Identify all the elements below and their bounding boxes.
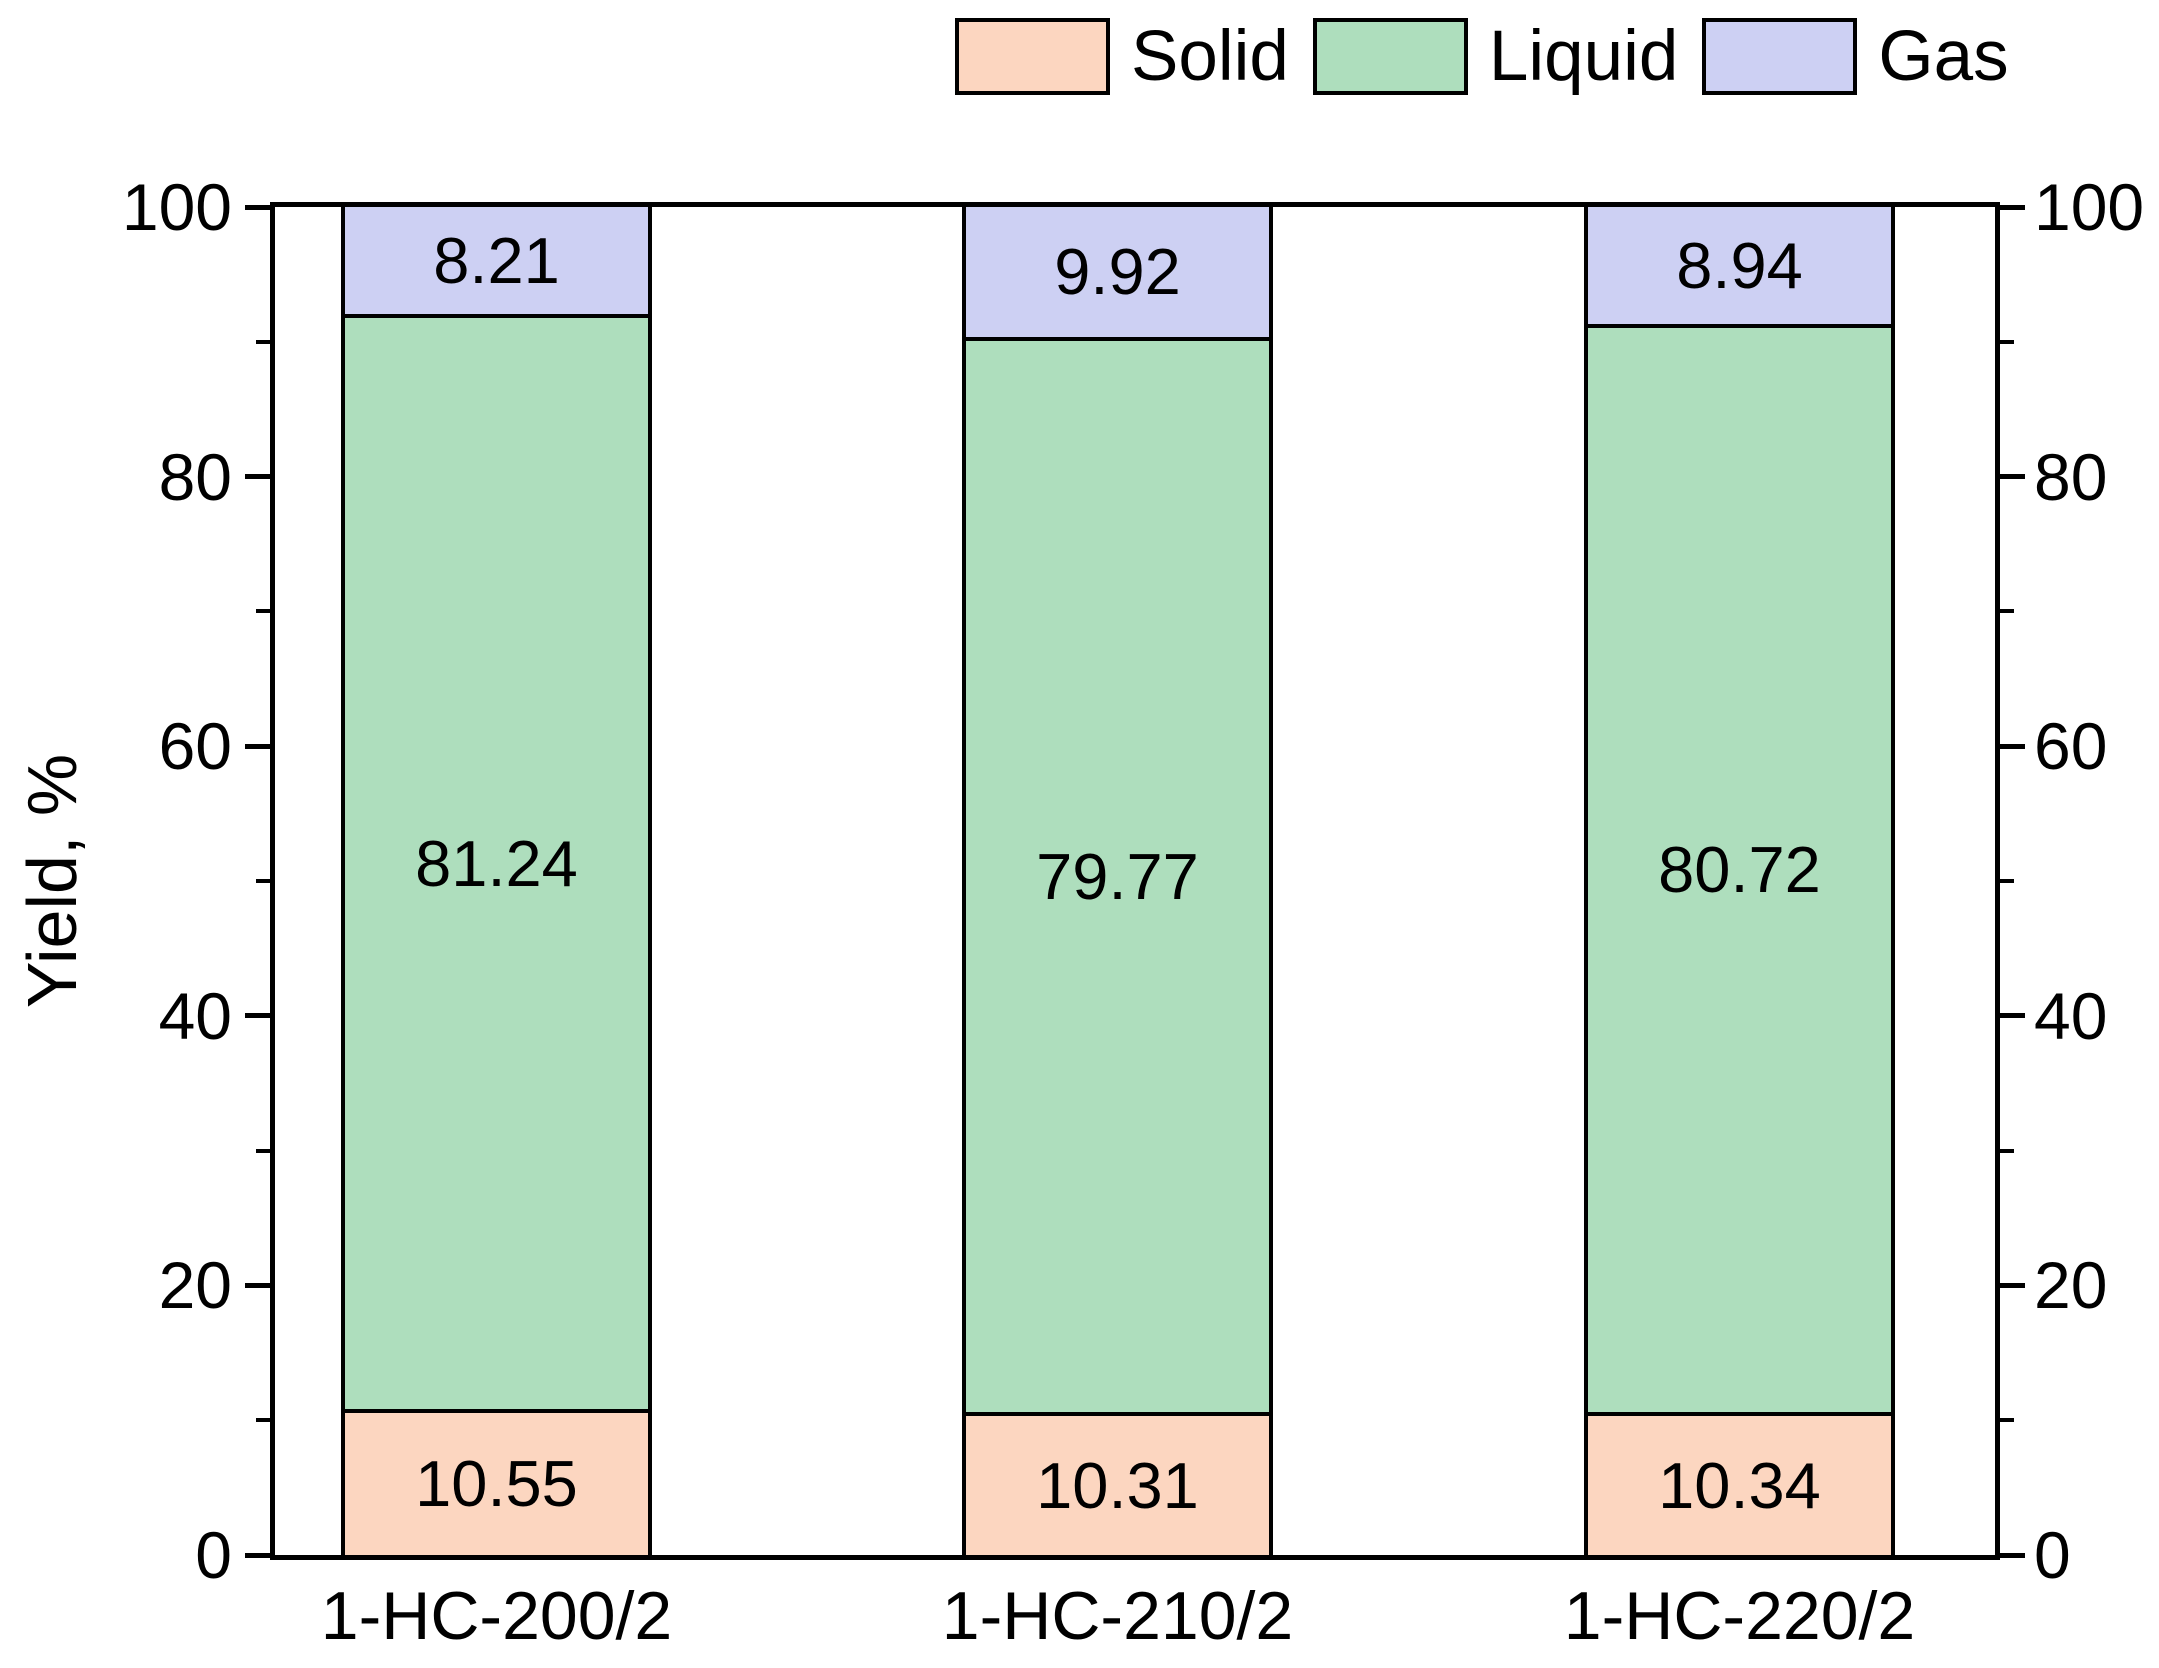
- plot-area: 8.21 81.24 10.55 9.92 79.77 10.31 8.94 80.72 10.…: [245, 202, 2025, 1560]
- bar-segment-liquid: 81.24: [341, 317, 652, 1413]
- y-axis-left-tick: [245, 474, 270, 480]
- y-axis-left-tick: [245, 743, 270, 749]
- y-tick-label-left: 20: [158, 1248, 232, 1323]
- y-tick-label-left: 80: [158, 439, 232, 514]
- value-label-gas: 9.92: [1054, 235, 1181, 309]
- bar-segment-gas: 8.21: [341, 207, 652, 318]
- value-label-gas: 8.94: [1676, 228, 1803, 302]
- y-axis-right-tick: [2000, 1418, 2014, 1423]
- legend-swatch-liquid: [1312, 17, 1468, 95]
- y-tick-label-left: 0: [195, 1518, 232, 1592]
- category-label: 1-HC-200/2: [320, 1578, 673, 1654]
- y-axis-title: Yield, %: [13, 753, 91, 1009]
- bar-1-HC-200/2: 8.21 81.24 10.55: [341, 207, 652, 1555]
- bar-1-HC-210/2: 9.92 79.77 10.31: [962, 207, 1273, 1555]
- y-axis-left-tick: [245, 1552, 270, 1558]
- y-axis-right-tick: [2000, 474, 2025, 480]
- bar-segment-gas: 8.94: [1584, 207, 1895, 328]
- y-tick-label-right: 100: [2034, 170, 2145, 244]
- bar-segment-solid: 10.34: [1584, 1415, 1895, 1555]
- legend-swatch-solid: [955, 17, 1110, 95]
- y-axis-right-tick: [2000, 1282, 2025, 1288]
- y-axis-right-tick: [2000, 1148, 2014, 1153]
- y-axis-left-tick: [256, 1418, 270, 1423]
- y-axis-right-tick: [2000, 339, 2014, 344]
- y-axis-right-tick: [2000, 1552, 2025, 1558]
- bar-1-HC-220/2: 8.94 80.72 10.34: [1584, 207, 1895, 1555]
- value-label-solid: 10.31: [1036, 1449, 1199, 1522]
- y-axis-right-tick: [2000, 743, 2025, 749]
- bar-segment-gas: 9.92: [962, 207, 1273, 341]
- y-axis-left-tick: [245, 1013, 270, 1019]
- category-label: 1-HC-220/2: [1563, 1578, 1916, 1654]
- bar-segment-solid: 10.55: [341, 1412, 652, 1555]
- legend: Solid Liquid Gas: [955, 17, 2009, 95]
- value-label-solid: 10.55: [415, 1447, 578, 1521]
- y-axis-right-tick: [2000, 1013, 2025, 1019]
- value-label-gas: 8.21: [433, 223, 560, 297]
- y-tick-label-left: 40: [158, 978, 232, 1053]
- y-axis-left-tick: [256, 609, 270, 614]
- y-axis-right-tick: [2000, 204, 2025, 210]
- bar-segment-liquid: 80.72: [1584, 327, 1895, 1416]
- legend-swatch-gas: [1702, 17, 1858, 95]
- category-label: 1-HC-210/2: [941, 1578, 1294, 1654]
- value-label-solid: 10.34: [1658, 1448, 1821, 1522]
- bar-segment-solid: 10.31: [962, 1416, 1273, 1555]
- y-tick-label-right: 0: [2034, 1518, 2071, 1592]
- y-tick-label-right: 20: [2034, 1248, 2108, 1323]
- y-axis-left-tick: [256, 339, 270, 344]
- y-axis-right-tick: [2000, 879, 2014, 883]
- legend-label-liquid: Liquid: [1488, 16, 1679, 96]
- value-label-liquid: 80.72: [1658, 833, 1821, 907]
- legend-label-gas: Gas: [1878, 16, 2009, 96]
- y-tick-label-right: 80: [2034, 439, 2108, 514]
- y-axis-left-tick: [256, 879, 270, 883]
- y-tick-label-left: 60: [158, 709, 232, 784]
- y-axis-left-tick: [256, 1148, 270, 1153]
- y-tick-label-right: 40: [2034, 978, 2108, 1053]
- y-axis-left-tick: [245, 204, 270, 210]
- bar-segment-liquid: 79.77: [962, 340, 1273, 1417]
- legend-label-solid: Solid: [1131, 16, 1289, 96]
- y-axis-right-tick: [2000, 609, 2014, 614]
- y-tick-label-left: 100: [121, 170, 232, 244]
- value-label-liquid: 81.24: [415, 826, 578, 900]
- y-tick-label-right: 60: [2034, 709, 2108, 784]
- y-axis-left-tick: [245, 1282, 270, 1288]
- value-label-liquid: 79.77: [1036, 839, 1199, 913]
